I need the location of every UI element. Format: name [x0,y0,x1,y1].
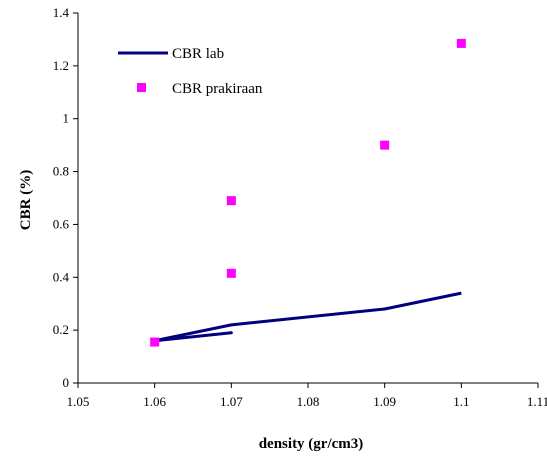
y-tick-label: 0 [63,375,70,390]
x-tick-label: 1.07 [220,394,243,409]
y-tick-label: 0.2 [53,322,69,337]
y-tick-label: 0.8 [53,164,69,179]
y-tick-label: 1.2 [53,58,69,73]
data-point-cbr-prakiraan-4 [456,38,466,48]
legend: CBR lab CBR prakiraan [118,46,263,97]
series-layer [150,38,466,347]
y-axis-title: CBR (%) [18,170,34,230]
y-tick-label: 1 [63,111,70,126]
legend-label-cbr-prakiraan: CBR prakiraan [172,81,263,97]
series-line-cbr-lab [153,291,462,343]
legend-label-cbr-lab: CBR lab [172,46,224,62]
y-tick-label: 0.4 [53,269,70,284]
legend-swatch-cbr-prakiraan [137,83,146,92]
x-tick-label: 1.1 [453,394,469,409]
x-axis-title: density (gr/cm3) [259,436,364,452]
data-point-cbr-prakiraan-0 [150,337,160,347]
data-point-cbr-prakiraan-3 [380,140,390,150]
x-tick-label: 1.11 [527,394,547,409]
data-point-cbr-prakiraan-2 [226,268,236,278]
y-tick-label: 1.4 [53,5,70,20]
y-tick-label: 0.6 [53,216,70,231]
data-point-cbr-prakiraan-1 [226,196,236,206]
x-tick-label: 1.05 [67,394,90,409]
x-tick-label: 1.06 [143,394,166,409]
x-ticks: 1.05 1.06 1.07 1.08 1.09 1.1 1.11 [67,383,547,409]
x-tick-label: 1.08 [297,394,320,409]
y-ticks: 0 0.2 0.4 0.6 0.8 1 1.2 1.4 [53,5,78,390]
x-tick-label: 1.09 [373,394,396,409]
plot-area [77,13,538,384]
